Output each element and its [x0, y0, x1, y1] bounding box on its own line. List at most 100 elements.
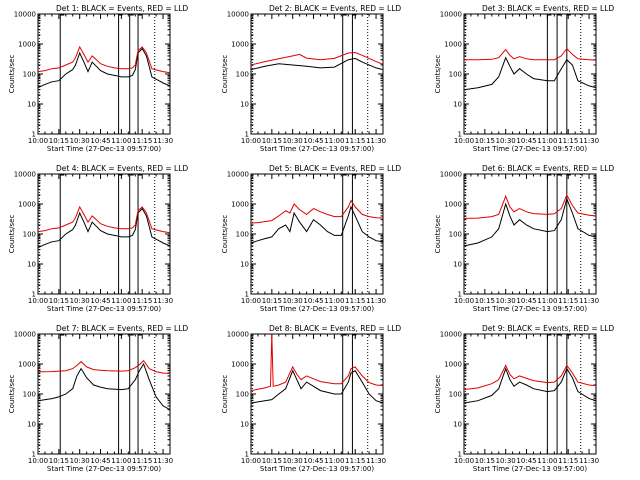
panel-det-9: Det 9: BLACK = Events, RED = LLD 1 10 100 10… [434, 324, 614, 473]
y-axis-label: Counts/sec [8, 215, 16, 254]
y-tick-label: 10000 [14, 11, 36, 19]
plot-frame [250, 13, 384, 135]
x-tick-label: 11:00 [324, 297, 344, 305]
y-tick-label: 1000 [231, 41, 249, 49]
x-tick-label: 10:15 [475, 137, 495, 145]
x-tick-label: 10:45 [516, 297, 536, 305]
panel-det-2: Det 2: BLACK = Events, RED = LLD 1 10 100 10… [221, 4, 401, 153]
y-tick-label: 100 [23, 391, 36, 399]
y-tick-label: 10000 [440, 331, 462, 339]
x-tick-label: 10:30 [496, 137, 516, 145]
y-axis-label: Counts/sec [8, 375, 16, 414]
y-axis-label: Counts/sec [8, 55, 16, 94]
x-tick-label: 10:15 [475, 297, 495, 305]
plot-frame [250, 333, 384, 455]
x-tick-label: 11:30 [153, 457, 173, 465]
x-tick-label: 11:15 [345, 457, 365, 465]
y-tick-label: 1 [32, 451, 36, 459]
plot-frame [463, 173, 597, 295]
y-tick-label: 1000 [18, 361, 36, 369]
x-axis-label: Start Time (27-Dec-13 09:57:00) [473, 465, 587, 473]
x-tick-label: 11:00 [537, 297, 557, 305]
x-tick-label: 10:15 [475, 457, 495, 465]
series-line-lld [250, 51, 384, 66]
x-tick-label: 10:45 [303, 297, 323, 305]
y-tick-label: 100 [449, 71, 462, 79]
panel-title: Det 8: BLACK = Events, RED = LLD [269, 324, 401, 333]
series-line-events [250, 205, 384, 244]
x-tick-label: 10:00 [28, 297, 48, 305]
y-tick-label: 10 [27, 421, 36, 429]
x-tick-label: 11:30 [366, 297, 386, 305]
series-line-lld [250, 199, 384, 224]
series-line-lld [250, 333, 384, 392]
y-tick-label: 10000 [14, 171, 36, 179]
x-tick-label: 11:00 [111, 137, 131, 145]
y-tick-label: 10 [453, 421, 462, 429]
x-axis-label: Start Time (27-Dec-13 09:57:00) [473, 305, 587, 313]
x-tick-label: 10:15 [262, 137, 282, 145]
x-tick-label: 10:00 [454, 137, 474, 145]
panel-det-8: Det 8: BLACK = Events, RED = LLD 1 10 100 10… [221, 324, 401, 473]
y-tick-label: 10000 [227, 331, 249, 339]
panel-det-7: Det 7: BLACK = Events, RED = LLD 1 10 100 10… [8, 324, 188, 473]
series-line-lld [37, 45, 171, 74]
x-tick-label: 11:15 [132, 457, 152, 465]
y-tick-label: 10 [240, 261, 249, 269]
y-tick-label: 100 [23, 71, 36, 79]
plot-frame [463, 333, 597, 455]
plot-frame [37, 13, 171, 135]
x-tick-label: 11:30 [579, 457, 599, 465]
panel-title: Det 6: BLACK = Events, RED = LLD [482, 164, 614, 173]
series-line-events [37, 47, 171, 89]
y-tick-label: 10000 [227, 171, 249, 179]
panel-det-4: Det 4: BLACK = Events, RED = LLD 1 10 100 10… [8, 164, 188, 313]
x-tick-label: 11:15 [132, 137, 152, 145]
panel-det-1: Det 1: BLACK = Events, RED = LLD 1 10 100 10… [8, 4, 188, 153]
x-tick-label: 10:00 [241, 457, 261, 465]
y-tick-label: 1000 [231, 201, 249, 209]
x-tick-label: 10:30 [496, 297, 516, 305]
x-tick-label: 10:45 [303, 457, 323, 465]
x-axis-label: Start Time (27-Dec-13 09:57:00) [47, 305, 161, 313]
y-tick-label: 100 [236, 231, 249, 239]
y-axis-label: Counts/sec [434, 215, 442, 254]
x-tick-label: 10:45 [90, 137, 110, 145]
y-tick-label: 100 [449, 231, 462, 239]
y-tick-label: 10000 [14, 331, 36, 339]
y-axis-label: Counts/sec [221, 215, 229, 254]
y-tick-label: 1 [245, 451, 249, 459]
series-line-events [463, 56, 597, 91]
x-axis-label: Start Time (27-Dec-13 09:57:00) [260, 305, 374, 313]
plot-frame [250, 173, 384, 295]
y-tick-label: 100 [449, 391, 462, 399]
x-tick-label: 11:15 [558, 137, 578, 145]
x-axis-label: Start Time (27-Dec-13 09:57:00) [47, 465, 161, 473]
x-tick-label: 11:30 [366, 137, 386, 145]
y-tick-label: 100 [23, 231, 36, 239]
x-tick-label: 10:15 [262, 297, 282, 305]
y-tick-label: 1 [32, 291, 36, 299]
x-tick-label: 10:30 [70, 297, 90, 305]
x-tick-label: 11:00 [111, 457, 131, 465]
x-tick-label: 11:00 [324, 137, 344, 145]
panel-title: Det 7: BLACK = Events, RED = LLD [56, 324, 188, 333]
x-tick-label: 11:00 [537, 137, 557, 145]
x-tick-label: 10:00 [454, 457, 474, 465]
y-tick-label: 10 [453, 261, 462, 269]
y-tick-label: 10 [27, 101, 36, 109]
y-tick-label: 10000 [440, 171, 462, 179]
y-tick-label: 10000 [440, 11, 462, 19]
x-tick-label: 10:00 [241, 137, 261, 145]
x-tick-label: 10:45 [90, 457, 110, 465]
x-axis-label: Start Time (27-Dec-13 09:57:00) [260, 145, 374, 153]
x-tick-label: 10:00 [241, 297, 261, 305]
x-tick-label: 10:45 [516, 457, 536, 465]
x-tick-label: 11:00 [324, 457, 344, 465]
x-tick-label: 10:45 [303, 137, 323, 145]
series-line-events [463, 367, 597, 404]
series-line-events [250, 369, 384, 404]
y-tick-label: 1 [458, 291, 462, 299]
plot-frame [37, 333, 171, 455]
